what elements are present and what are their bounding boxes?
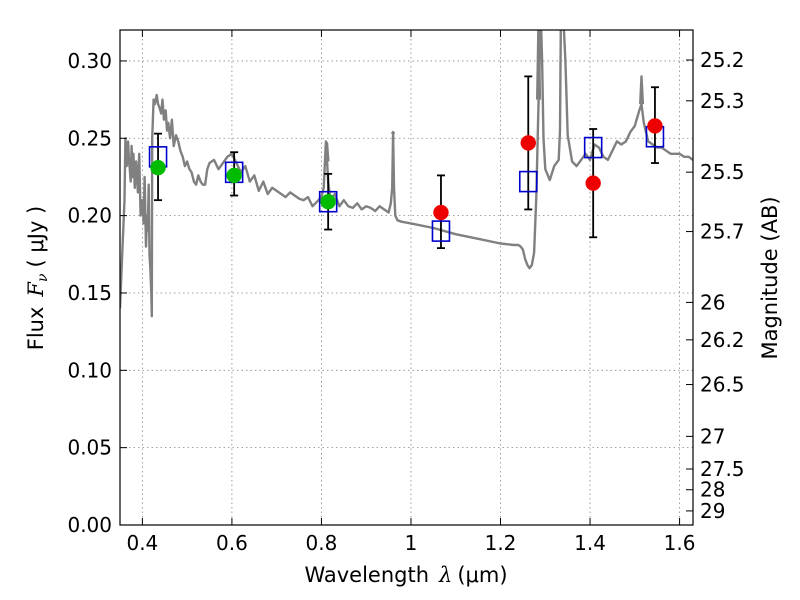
plot-frame bbox=[119, 29, 694, 526]
observed-point bbox=[520, 135, 537, 151]
x-axis-label: Wavelength λ (μm) bbox=[304, 563, 507, 587]
grid bbox=[120, 30, 693, 526]
observed-point bbox=[150, 159, 166, 176]
observed-point bbox=[647, 118, 663, 134]
spectrum-peak bbox=[639, 75, 645, 105]
spectrum-peak bbox=[390, 131, 396, 135]
spectrum-peak bbox=[324, 141, 330, 162]
magnitude-axis-label: Magnitude (AB) bbox=[758, 196, 782, 359]
x-tick-label: 1.2 bbox=[485, 531, 517, 555]
x-tick-label: 1.4 bbox=[574, 531, 606, 555]
x-tick-label: 0.4 bbox=[126, 531, 158, 555]
model-box bbox=[583, 136, 603, 159]
observed-point bbox=[226, 167, 242, 184]
observed-point bbox=[320, 193, 336, 210]
x-tick-label: 1 bbox=[405, 531, 418, 555]
spectrum-layer bbox=[120, 30, 693, 318]
magnitude-tick-label: 25.7 bbox=[700, 220, 745, 244]
model-box bbox=[318, 190, 338, 213]
spectrum-peak bbox=[536, 30, 542, 100]
y-tick-label: 0.15 bbox=[67, 281, 112, 305]
magnitude-tick-label: 27 bbox=[700, 424, 725, 448]
magnitude-tick-label: 29 bbox=[700, 499, 725, 523]
magnitude-tick-label: 26.5 bbox=[700, 373, 745, 397]
magnitude-tick-label: 25.2 bbox=[700, 48, 745, 72]
model-box bbox=[431, 220, 451, 242]
magnitude-tick-label: 25.5 bbox=[700, 160, 745, 184]
x-tick-label: 1.6 bbox=[664, 531, 696, 555]
y-axis-label: FluxFν( μJy ) bbox=[24, 206, 51, 350]
y-axis: 0.00 0.05 0.10 0.15 0.20 0.25 0.30 bbox=[67, 49, 127, 537]
y-tick-label: 0.00 bbox=[67, 513, 112, 537]
x-tick-label: 0.8 bbox=[306, 531, 338, 555]
y-tick-label: 0.10 bbox=[67, 358, 112, 382]
x-tick-label: 0.6 bbox=[216, 531, 248, 555]
observed-point bbox=[585, 175, 601, 191]
y-axis-symbol: F bbox=[24, 281, 48, 298]
y-tick-label: 0.20 bbox=[67, 204, 112, 228]
y-tick-label: 0.05 bbox=[67, 436, 112, 460]
observed-point-layer bbox=[150, 118, 663, 221]
magnitude-tick-label: 27.5 bbox=[700, 457, 745, 481]
x-axis-symbol: λ bbox=[438, 563, 452, 587]
magnitude-tick-label: 26.2 bbox=[700, 328, 745, 352]
magnitude-tick-label: 26 bbox=[700, 290, 725, 314]
y-axis-symbol-sub: ν bbox=[35, 273, 51, 282]
magnitude-tick-label: 25.3 bbox=[700, 89, 745, 113]
magnitude-tick-label: 28 bbox=[700, 478, 725, 502]
y-tick-label: 0.25 bbox=[67, 126, 112, 150]
spectrum-line bbox=[120, 30, 693, 318]
observed-point bbox=[433, 204, 449, 221]
x-axis: 0.4 0.6 0.8 1 1.2 1.4 1.6 bbox=[126, 30, 695, 555]
y-tick-label: 0.30 bbox=[67, 49, 112, 73]
model-box bbox=[518, 170, 538, 193]
